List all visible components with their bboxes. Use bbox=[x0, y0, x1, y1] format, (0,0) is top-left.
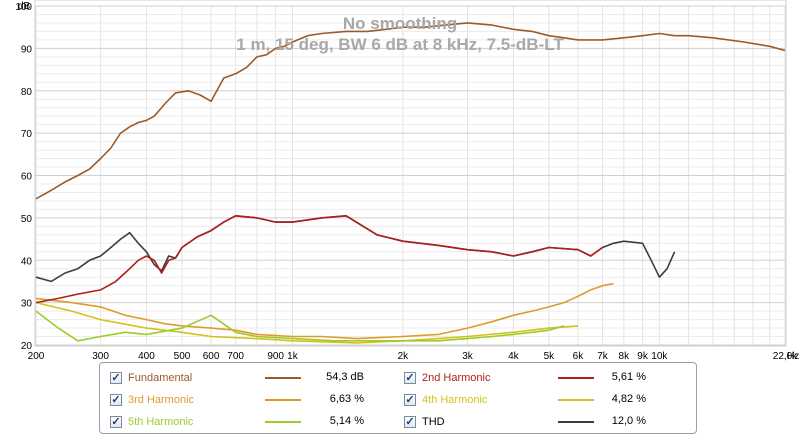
5th-harmonic-swatch bbox=[265, 421, 301, 423]
x-tick-label: 3k bbox=[462, 351, 474, 362]
legend-item-3rd-harmonic[interactable]: ✓ 3rd Harmonic bbox=[110, 389, 194, 411]
2nd-harmonic-value: 5,61 % bbox=[611, 371, 646, 383]
thd-value: 12,0 % bbox=[611, 415, 646, 427]
fundamental-swatch bbox=[265, 377, 301, 379]
x-tick-label: 900 bbox=[267, 351, 284, 362]
fundamental-value: 54,3 dB bbox=[326, 371, 364, 383]
fundamental-checkbox[interactable]: ✓ bbox=[110, 371, 122, 384]
y-tick-label: 50 bbox=[21, 214, 33, 225]
x-tick-label: 700 bbox=[227, 351, 244, 362]
series-line-4th-harmonic bbox=[35, 301, 579, 344]
5th-harmonic-value: 5,14 % bbox=[329, 415, 364, 427]
x-tick-label: 1k bbox=[287, 351, 299, 362]
3rd-harmonic-checkbox[interactable]: ✓ bbox=[110, 393, 122, 406]
y-tick-label: 60 bbox=[21, 172, 33, 183]
thd-swatch bbox=[558, 421, 594, 423]
legend-item-fundamental[interactable]: ✓ Fundamental bbox=[110, 367, 192, 389]
legend-row-1: ✓ Fundamental 54,3 dB ✓ 2nd Harmonic 5,6… bbox=[100, 367, 696, 389]
series-line-5th-harmonic bbox=[35, 310, 565, 342]
chart-subtitle: 1 m, 15 deg, BW 6 dB at 8 kHz, 7.5-dB-LT bbox=[236, 35, 564, 54]
chart-plot: 200 300 400 500 600 700 900 1k 2k 3k 4k 5k 6k 7k 8k 9k 1… bbox=[15, 0, 799, 362]
3rd-harmonic-label: 3rd Harmonic bbox=[128, 394, 195, 406]
x-tick-label: 500 bbox=[174, 351, 191, 362]
3rd-harmonic-swatch bbox=[265, 399, 301, 401]
5th-harmonic-label: 5th Harmonic bbox=[128, 416, 194, 428]
x-tick-label: 9k bbox=[637, 351, 649, 362]
x-tick-label: 400 bbox=[138, 351, 155, 362]
x-tick-label: 600 bbox=[203, 351, 220, 362]
grid bbox=[35, 5, 786, 346]
x-tick-label: 300 bbox=[92, 351, 109, 362]
x-tick-label: 5k bbox=[544, 351, 556, 362]
legend-item-5th-harmonic[interactable]: ✓ 5th Harmonic bbox=[110, 411, 193, 433]
y-tick-label: 40 bbox=[21, 256, 33, 267]
y-tick-label: 20 bbox=[21, 341, 33, 352]
y-tick-label: 80 bbox=[21, 87, 33, 98]
4th-harmonic-checkbox[interactable]: ✓ bbox=[404, 393, 416, 406]
x-tick-label: 22,0k bbox=[773, 351, 798, 362]
tick-labels: 200 300 400 500 600 700 900 1k 2k 3k 4k 5k 6k 7k 8k 9k 1… bbox=[15, 2, 798, 362]
series-line-2nd-harmonic bbox=[35, 215, 603, 304]
legend-row-2: ✓ 3rd Harmonic 6,63 % ✓ 4th Harmonic 4,8… bbox=[100, 389, 696, 411]
legend-row-3: ✓ 5th Harmonic 5,14 % ✓ THD 12,0 % bbox=[100, 411, 696, 433]
thd-label: THD bbox=[422, 416, 445, 428]
plot-area bbox=[34, 0, 787, 347]
y-tick-label: 90 bbox=[21, 44, 33, 55]
x-tick-label: 10k bbox=[651, 351, 668, 362]
4th-harmonic-swatch bbox=[558, 399, 594, 401]
y-axis-label: dB bbox=[18, 1, 31, 12]
fundamental-label: Fundamental bbox=[128, 372, 193, 384]
2nd-harmonic-checkbox[interactable]: ✓ bbox=[404, 371, 416, 384]
legend-item-4th-harmonic[interactable]: ✓ 4th Harmonic bbox=[404, 389, 487, 411]
legend-item-2nd-harmonic[interactable]: ✓ 2nd Harmonic bbox=[404, 367, 490, 389]
4th-harmonic-label: 4th Harmonic bbox=[422, 394, 488, 406]
2nd-harmonic-label: 2nd Harmonic bbox=[422, 372, 491, 384]
series-line-fundamental bbox=[35, 22, 786, 200]
5th-harmonic-checkbox[interactable]: ✓ bbox=[110, 415, 122, 428]
legend: ✓ Fundamental 54,3 dB ✓ 2nd Harmonic 5,6… bbox=[99, 362, 697, 434]
series-line-3rd-harmonic bbox=[35, 282, 614, 340]
legend-item-thd[interactable]: ✓ THD bbox=[404, 411, 445, 433]
x-tick-label: 7k bbox=[597, 351, 609, 362]
x-axis-unit: Hz bbox=[787, 351, 799, 362]
x-tick-label: 6k bbox=[573, 351, 585, 362]
chart-title: No smoothing bbox=[343, 14, 457, 33]
3rd-harmonic-value: 6,63 % bbox=[329, 393, 364, 405]
thd-checkbox[interactable]: ✓ bbox=[404, 415, 416, 428]
x-tick-label: 2k bbox=[398, 351, 410, 362]
y-tick-label: 100 bbox=[15, 2, 32, 13]
series-group bbox=[35, 22, 786, 344]
y-tick-label: 30 bbox=[21, 299, 33, 310]
x-tick-label: 8k bbox=[619, 351, 631, 362]
2nd-harmonic-swatch bbox=[558, 377, 594, 379]
4th-harmonic-value: 4,82 % bbox=[611, 393, 646, 405]
x-tick-label: 200 bbox=[28, 351, 45, 362]
y-tick-label: 70 bbox=[21, 129, 33, 140]
x-tick-label: 4k bbox=[508, 351, 520, 362]
